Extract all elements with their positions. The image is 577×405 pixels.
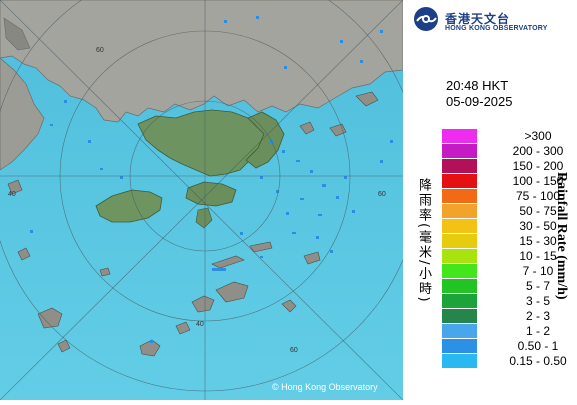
legend-swatch <box>442 144 477 158</box>
rain-echoes <box>30 16 393 343</box>
observation-date: 05-09-2025 <box>446 94 513 109</box>
legend-label: >300 <box>524 129 552 143</box>
hk-island <box>185 181 237 207</box>
legend-swatch <box>442 249 477 263</box>
outlying-islands <box>7 91 379 357</box>
range-label-east: 60 <box>378 191 386 198</box>
hk-lamma <box>195 207 213 229</box>
legend-swatch <box>442 129 477 143</box>
legend-label: 200 - 300 <box>512 144 564 158</box>
legend-swatch <box>442 204 477 218</box>
legend-label: 15 - 30 <box>519 234 557 248</box>
hk-sai-kung <box>245 111 285 169</box>
legend-label: 5 - 7 <box>525 279 550 293</box>
range-label-se: 60 <box>290 347 298 354</box>
legend-swatch <box>442 174 477 188</box>
range-label-west: 40 <box>8 191 16 198</box>
legend-label: 1 - 2 <box>525 324 550 338</box>
legend-label: 0.50 - 1 <box>517 339 559 353</box>
western-land <box>0 57 45 171</box>
legend-swatch <box>442 234 477 248</box>
hko-logo-icon <box>414 7 438 31</box>
hko-logo[interactable]: 香港天文台 HONG KONG OBSERVATORY <box>413 6 573 40</box>
legend-swatch <box>442 189 477 203</box>
legend-swatch <box>442 294 477 308</box>
legend-label: 150 - 200 <box>512 159 564 173</box>
legend-swatch <box>442 354 477 368</box>
legend-label: 50 - 75 <box>519 204 557 218</box>
range-label-nw: 60 <box>96 47 104 54</box>
observation-time: 20:48 HKT <box>446 78 509 93</box>
hk-lantau <box>95 189 163 223</box>
legend-label: 100 - 150 <box>512 174 564 188</box>
legend-label: 30 - 50 <box>519 219 557 233</box>
range-ring-labels: 60 40 60 60 40 <box>8 47 386 354</box>
legend-swatch <box>442 309 477 323</box>
legend-swatch <box>442 219 477 233</box>
legend-swatch <box>442 279 477 293</box>
pearl-river-island <box>3 17 31 51</box>
legend-swatch <box>442 324 477 338</box>
info-panel: 香港天文台 HONG KONG OBSERVATORY 20:48 HKT 05… <box>403 0 577 400</box>
legend-title-english: Rainfall Rate (mm/h) <box>554 172 569 300</box>
legend-label: 0.15 - 0.50 <box>509 354 567 368</box>
range-label-south: 40 <box>196 321 204 328</box>
legend-label: 7 - 10 <box>522 264 554 278</box>
radar-map-svg: 60 40 60 60 40 <box>0 0 421 401</box>
legend-swatch <box>442 264 477 278</box>
radar-map[interactable]: 60 40 60 60 40 © Hong Kong Observatory <box>0 0 421 401</box>
legend-label: 3 - 5 <box>525 294 550 308</box>
legend-title-chinese: 降雨率(毫米/小時) <box>416 178 431 304</box>
legend-label: 10 - 15 <box>519 249 557 263</box>
logo-english-text: HONG KONG OBSERVATORY <box>445 25 548 32</box>
legend-swatch <box>442 159 477 173</box>
legend-label: 2 - 3 <box>525 309 550 323</box>
legend-label: 75 - 100 <box>515 189 561 203</box>
logo-chinese-text: 香港天文台 <box>445 12 511 26</box>
mainland-land <box>0 0 404 123</box>
legend-swatch <box>442 339 477 353</box>
copyright-text: © Hong Kong Observatory <box>272 382 378 392</box>
